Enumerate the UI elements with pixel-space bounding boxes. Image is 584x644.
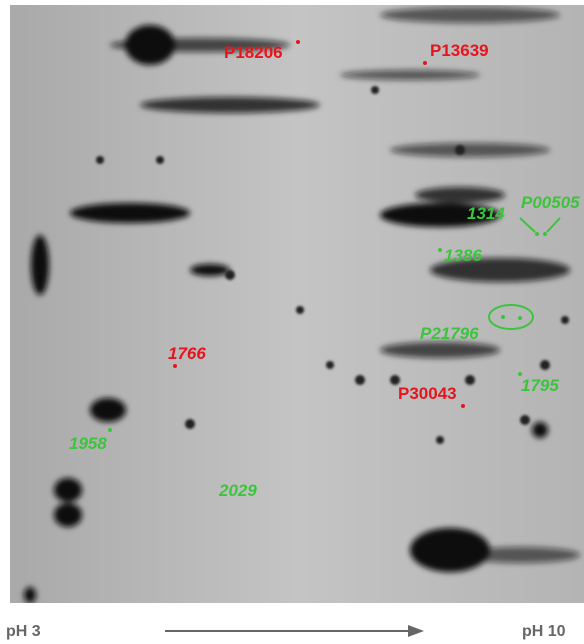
spot-label: 1795 — [521, 376, 559, 395]
spot-label: P21796 — [420, 324, 479, 343]
spot-label: P13639 — [430, 41, 489, 60]
axis-right-label: pH 10 — [522, 623, 566, 640]
spot-label: P00505 — [521, 193, 580, 212]
spot-label: 2029 — [218, 481, 257, 500]
axis-left-label: pH 3 — [6, 623, 41, 640]
spot-label: 1958 — [69, 434, 107, 453]
page: P18206 P13639 1314 P00505 1386 P21796 17… — [0, 0, 584, 644]
spot-label: 1766 — [168, 344, 206, 363]
spot-label: 1386 — [444, 246, 482, 265]
figure: P18206 P13639 1314 P00505 1386 P21796 17… — [0, 0, 584, 644]
spot-label: P18206 — [224, 43, 283, 62]
axis-arrowhead — [408, 625, 424, 637]
gel-image — [10, 5, 584, 603]
spot-label: P30043 — [398, 384, 457, 403]
spot-label: 1314 — [467, 204, 505, 223]
